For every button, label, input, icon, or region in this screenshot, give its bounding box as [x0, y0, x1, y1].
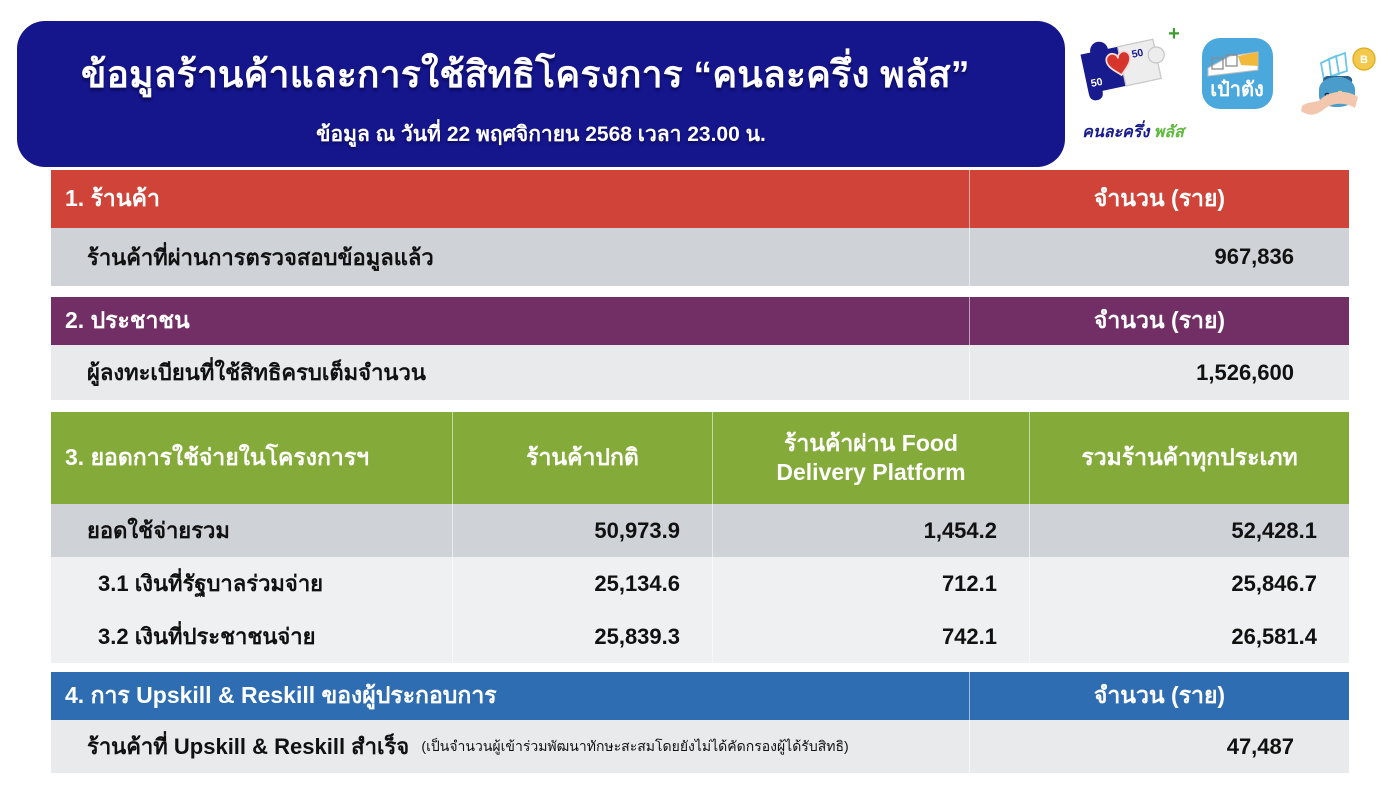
svg-text:+: +: [1168, 28, 1180, 45]
svg-text:B: B: [1360, 54, 1368, 66]
svg-text:เป๋าตัง: เป๋าตัง: [1210, 79, 1264, 101]
